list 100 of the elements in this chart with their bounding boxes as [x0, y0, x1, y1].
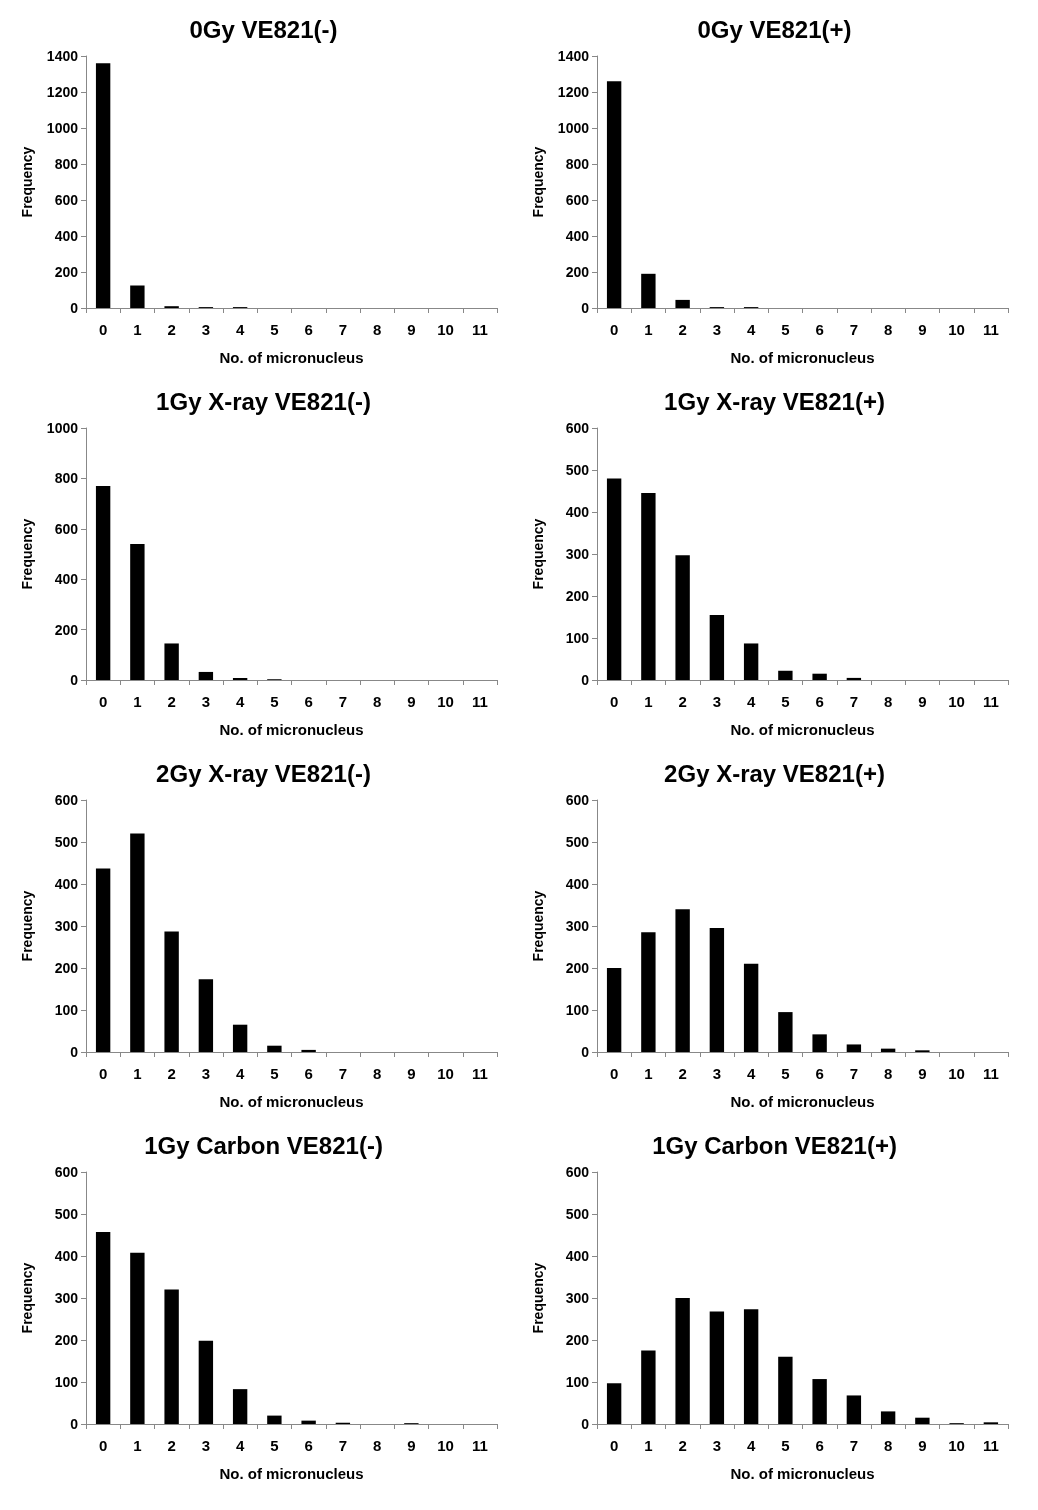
y-tick-label: 200 [565, 960, 590, 976]
y-tick-label: 400 [54, 571, 79, 588]
x-tick-label: 4 [235, 1437, 245, 1454]
x-tick-label: 7 [338, 1437, 348, 1454]
y-tick-label: 1400 [557, 48, 590, 64]
bar [606, 1383, 622, 1424]
x-tick-label: 1 [644, 321, 653, 338]
y-tick-label: 600 [565, 192, 590, 208]
y-tick-label: 0 [581, 300, 590, 316]
x-tick-label: 10 [948, 1437, 965, 1454]
bar [267, 1045, 282, 1052]
x-tick-label: 5 [781, 693, 790, 710]
y-tick-label: 600 [54, 192, 79, 208]
bar [95, 63, 111, 308]
bar [130, 285, 145, 308]
y-tick-label: 100 [54, 1374, 79, 1390]
x-tick-label: 8 [372, 1065, 382, 1082]
x-tick-label: 6 [815, 321, 824, 338]
y-tick-label: 500 [54, 834, 79, 850]
bar [164, 931, 179, 1052]
x-tick-label: 3 [712, 1437, 722, 1454]
bar [778, 670, 793, 680]
bar [743, 643, 759, 680]
y-tick-label: 0 [581, 672, 590, 688]
y-tick-label: 800 [565, 156, 590, 172]
bar [95, 1232, 111, 1424]
bar [812, 1034, 827, 1052]
x-axis-title: No. of micronucleus [219, 1465, 364, 1482]
bar [198, 979, 214, 1052]
x-tick-label: 3 [712, 693, 722, 710]
x-tick-label: 9 [407, 321, 416, 338]
chart-title: 1Gy X-ray VE821(-) [156, 387, 371, 415]
x-tick-label: 2 [678, 321, 687, 338]
x-tick-label: 9 [918, 321, 927, 338]
x-tick-label: 8 [372, 693, 382, 710]
y-tick-label: 0 [70, 1044, 79, 1060]
x-tick-label: 0 [98, 321, 108, 338]
bar [675, 909, 690, 1052]
bar [130, 543, 145, 680]
bar [709, 928, 725, 1052]
bar [641, 1350, 656, 1424]
x-tick-label: 4 [746, 1065, 756, 1082]
x-tick-label: 11 [471, 321, 488, 338]
x-tick-label: 6 [304, 321, 313, 338]
x-tick-label: 6 [815, 693, 824, 710]
y-tick-label: 0 [70, 1416, 79, 1432]
bar [232, 1389, 248, 1424]
x-tick-label: 8 [372, 321, 382, 338]
x-tick-label: 11 [471, 1437, 488, 1454]
x-tick-label: 8 [372, 1437, 382, 1454]
chart-title: 0Gy VE821(-) [189, 15, 338, 43]
x-tick-label: 9 [918, 1065, 927, 1082]
x-tick-label: 5 [781, 1437, 790, 1454]
x-tick-label: 7 [338, 1065, 348, 1082]
x-tick-label: 10 [948, 1065, 965, 1082]
x-tick-label: 0 [609, 1065, 619, 1082]
x-tick-label: 8 [883, 693, 893, 710]
x-axis-title: No. of micronucleus [730, 1093, 875, 1110]
y-tick-label: 300 [565, 1290, 590, 1306]
x-tick-label: 6 [815, 1437, 824, 1454]
x-tick-label: 0 [609, 693, 619, 710]
x-tick-label: 9 [918, 693, 927, 710]
x-tick-label: 0 [98, 693, 108, 710]
chart-title: 0Gy VE821(+) [697, 15, 852, 43]
x-tick-label: 3 [712, 321, 722, 338]
y-tick-label: 100 [565, 630, 590, 646]
x-tick-label: 0 [98, 1437, 108, 1454]
y-tick-label: 400 [565, 1248, 590, 1264]
bar [778, 1012, 793, 1052]
x-tick-label: 9 [407, 1065, 416, 1082]
y-tick-label: 200 [54, 264, 79, 280]
bar [880, 1411, 896, 1424]
x-tick-label: 11 [982, 321, 999, 338]
x-axis-title: No. of micronucleus [219, 721, 364, 738]
x-tick-label: 1 [133, 1065, 142, 1082]
y-axis-title: Frequency [19, 890, 35, 962]
x-tick-label: 2 [167, 693, 176, 710]
bar [130, 1252, 145, 1424]
y-tick-label: 400 [54, 1248, 79, 1264]
y-tick-label: 400 [565, 228, 590, 244]
y-tick-label: 500 [54, 1206, 79, 1222]
x-tick-label: 5 [270, 1065, 279, 1082]
bar [130, 833, 145, 1052]
chart-title: 1Gy X-ray VE821(+) [664, 387, 885, 415]
y-tick-label: 1200 [46, 84, 79, 100]
bar [232, 1024, 248, 1052]
x-tick-label: 0 [98, 1065, 108, 1082]
x-tick-label: 7 [849, 693, 859, 710]
x-tick-label: 1 [644, 1437, 653, 1454]
bar [709, 614, 725, 680]
x-tick-label: 8 [883, 1065, 893, 1082]
y-tick-label: 100 [565, 1002, 590, 1018]
bar [606, 478, 622, 680]
x-axis-title: No. of micronucleus [730, 1465, 875, 1482]
y-tick-label: 0 [70, 300, 79, 316]
x-tick-label: 4 [235, 1065, 245, 1082]
x-tick-label: 8 [883, 321, 893, 338]
y-tick-label: 1000 [557, 120, 590, 136]
x-tick-label: 9 [407, 1437, 416, 1454]
bar [198, 671, 214, 680]
